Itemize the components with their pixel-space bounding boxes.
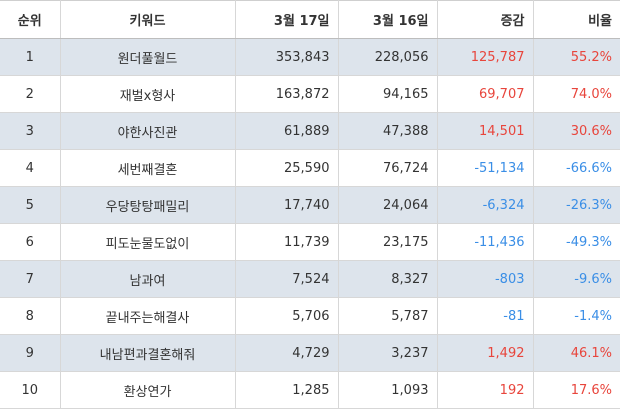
- rank-cell: 6: [0, 223, 61, 261]
- ratio-cell: 74.0%: [533, 75, 620, 113]
- rank-cell: 1: [0, 38, 61, 76]
- date2-cell: 3,237: [338, 334, 438, 372]
- ratio-cell: 46.1%: [533, 334, 620, 372]
- header-row: 순위 키워드 3월 17일 3월 16일 증감 비율: [0, 0, 620, 39]
- rank-cell: 8: [0, 297, 61, 335]
- diff-cell: -6,324: [437, 186, 534, 224]
- rank-cell: 10: [0, 371, 61, 409]
- ratio-cell: -49.3%: [533, 223, 620, 261]
- table-row: 5 우당탕탕패밀리 17,740 24,064 -6,324 -26.3%: [0, 186, 620, 224]
- ratio-cell: -1.4%: [533, 297, 620, 335]
- ratio-cell: 17.6%: [533, 371, 620, 409]
- keyword-cell: 세번째결혼: [60, 149, 236, 187]
- ratio-cell: -66.6%: [533, 149, 620, 187]
- keyword-cell: 환상연가: [60, 371, 236, 409]
- table-row: 6 피도눈물도없이 11,739 23,175 -11,436 -49.3%: [0, 223, 620, 261]
- table-row: 3 야한사진관 61,889 47,388 14,501 30.6%: [0, 112, 620, 150]
- rank-cell: 5: [0, 186, 61, 224]
- diff-cell: 1,492: [437, 334, 534, 372]
- date1-cell: 353,843: [235, 38, 339, 76]
- diff-cell: 69,707: [437, 75, 534, 113]
- rank-cell: 9: [0, 334, 61, 372]
- keyword-cell: 야한사진관: [60, 112, 236, 150]
- table-row: 1 원더풀월드 353,843 228,056 125,787 55.2%: [0, 38, 620, 76]
- date2-cell: 1,093: [338, 371, 438, 409]
- keyword-cell: 피도눈물도없이: [60, 223, 236, 261]
- ratio-cell: -9.6%: [533, 260, 620, 298]
- keyword-cell: 우당탕탕패밀리: [60, 186, 236, 224]
- table-row: 10 환상연가 1,285 1,093 192 17.6%: [0, 371, 620, 409]
- date1-cell: 1,285: [235, 371, 339, 409]
- keyword-cell: 원더풀월드: [60, 38, 236, 76]
- table-row: 2 재벌x형사 163,872 94,165 69,707 74.0%: [0, 75, 620, 113]
- date1-cell: 25,590: [235, 149, 339, 187]
- diff-cell: -803: [437, 260, 534, 298]
- ratio-cell: -26.3%: [533, 186, 620, 224]
- date2-cell: 8,327: [338, 260, 438, 298]
- header-rank: 순위: [0, 0, 61, 39]
- table-row: 9 내남편과결혼해줘 4,729 3,237 1,492 46.1%: [0, 334, 620, 372]
- header-ratio: 비율: [533, 0, 620, 39]
- header-diff: 증감: [437, 0, 534, 39]
- keyword-cell: 내남편과결혼해줘: [60, 334, 236, 372]
- diff-cell: -81: [437, 297, 534, 335]
- rank-cell: 2: [0, 75, 61, 113]
- date1-cell: 61,889: [235, 112, 339, 150]
- diff-cell: 125,787: [437, 38, 534, 76]
- keyword-cell: 끝내주는해결사: [60, 297, 236, 335]
- date2-cell: 228,056: [338, 38, 438, 76]
- table-row: 4 세번째결혼 25,590 76,724 -51,134 -66.6%: [0, 149, 620, 187]
- diff-cell: -51,134: [437, 149, 534, 187]
- header-date2: 3월 16일: [338, 0, 438, 39]
- ratio-cell: 30.6%: [533, 112, 620, 150]
- keyword-cell: 재벌x형사: [60, 75, 236, 113]
- date2-cell: 94,165: [338, 75, 438, 113]
- diff-cell: 14,501: [437, 112, 534, 150]
- date1-cell: 4,729: [235, 334, 339, 372]
- header-keyword: 키워드: [60, 0, 236, 39]
- date2-cell: 24,064: [338, 186, 438, 224]
- date2-cell: 5,787: [338, 297, 438, 335]
- header-date1: 3월 17일: [235, 0, 339, 39]
- rank-cell: 7: [0, 260, 61, 298]
- date1-cell: 17,740: [235, 186, 339, 224]
- date1-cell: 5,706: [235, 297, 339, 335]
- diff-cell: 192: [437, 371, 534, 409]
- date1-cell: 11,739: [235, 223, 339, 261]
- date2-cell: 47,388: [338, 112, 438, 150]
- diff-cell: -11,436: [437, 223, 534, 261]
- date2-cell: 76,724: [338, 149, 438, 187]
- rank-cell: 3: [0, 112, 61, 150]
- date1-cell: 7,524: [235, 260, 339, 298]
- table-row: 7 남과여 7,524 8,327 -803 -9.6%: [0, 260, 620, 298]
- date1-cell: 163,872: [235, 75, 339, 113]
- rank-cell: 4: [0, 149, 61, 187]
- table-row: 8 끝내주는해결사 5,706 5,787 -81 -1.4%: [0, 297, 620, 335]
- date2-cell: 23,175: [338, 223, 438, 261]
- keyword-cell: 남과여: [60, 260, 236, 298]
- ratio-cell: 55.2%: [533, 38, 620, 76]
